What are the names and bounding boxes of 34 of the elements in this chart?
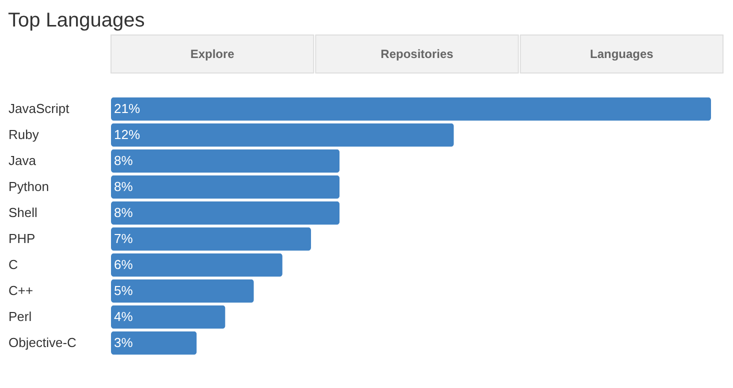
data-label: 4%	[114, 309, 134, 324]
data-label: 21%	[114, 101, 140, 116]
bar	[111, 201, 340, 225]
bar	[111, 175, 340, 199]
data-label: 8%	[114, 205, 134, 220]
bar	[111, 97, 711, 121]
text: Repositories	[380, 47, 454, 61]
bar	[111, 123, 454, 147]
bar	[111, 305, 226, 329]
bar	[111, 253, 282, 277]
data-label: 3%	[114, 335, 134, 350]
text: Languages	[590, 47, 654, 61]
y-tick-label: C	[8, 257, 18, 272]
data-label: 6%	[114, 257, 134, 272]
y-tick-label: C++	[8, 283, 34, 298]
bar	[111, 149, 340, 173]
bar	[111, 279, 254, 303]
chart-title: Top Languages	[8, 10, 145, 32]
data-label: 8%	[114, 179, 134, 194]
y-tick-label: Perl	[8, 309, 32, 324]
data-label: 5%	[114, 283, 134, 298]
text: Explore	[190, 47, 235, 61]
data-label: 7%	[114, 231, 134, 246]
bar	[111, 227, 311, 251]
data-label: 12%	[114, 127, 140, 142]
y-tick-label: JavaScript	[8, 101, 70, 116]
bar	[111, 331, 197, 355]
y-tick-label: Java	[8, 153, 37, 168]
y-tick-label: Ruby	[8, 127, 40, 142]
y-tick-label: Python	[8, 179, 49, 194]
y-tick-label: Objective-C	[8, 335, 76, 350]
data-label: 8%	[114, 153, 134, 168]
y-tick-label: PHP	[8, 231, 36, 246]
y-tick-label: Shell	[8, 205, 38, 220]
